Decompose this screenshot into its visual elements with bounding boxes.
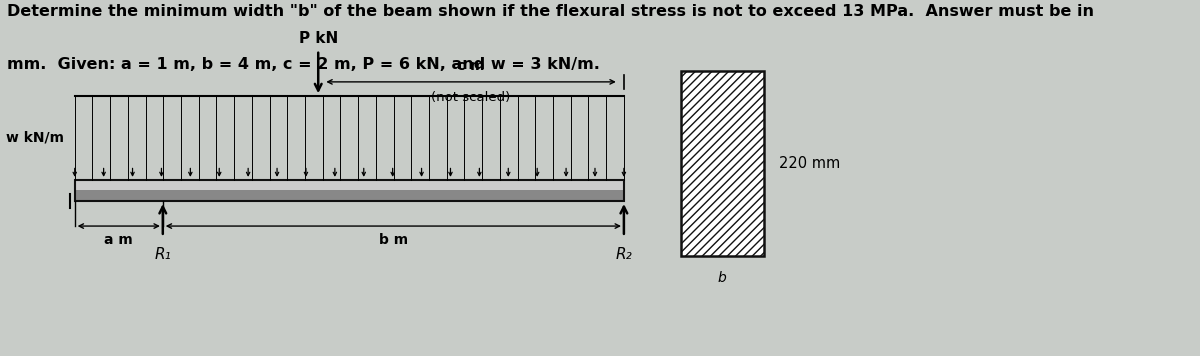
Text: a m: a m xyxy=(104,233,133,247)
Text: c m: c m xyxy=(457,59,485,73)
Text: 220 mm: 220 mm xyxy=(779,156,840,171)
Text: b: b xyxy=(718,271,727,284)
Bar xyxy=(680,71,763,256)
Text: b m: b m xyxy=(379,233,408,247)
Text: Determine the minimum width "b" of the beam shown if the flexural stress is not : Determine the minimum width "b" of the b… xyxy=(7,4,1094,19)
Bar xyxy=(74,180,624,201)
Bar xyxy=(74,180,624,190)
Text: (not scaled): (not scaled) xyxy=(432,91,511,104)
Text: R₁: R₁ xyxy=(155,247,172,262)
Bar xyxy=(74,190,624,201)
Text: w kN/m: w kN/m xyxy=(6,131,65,145)
Text: P kN: P kN xyxy=(299,31,338,46)
Text: R₂: R₂ xyxy=(616,247,632,262)
Text: mm.  Given: a = 1 m, b = 4 m, c = 2 m, P = 6 kN, and w = 3 kN/m.: mm. Given: a = 1 m, b = 4 m, c = 2 m, P … xyxy=(7,57,600,72)
